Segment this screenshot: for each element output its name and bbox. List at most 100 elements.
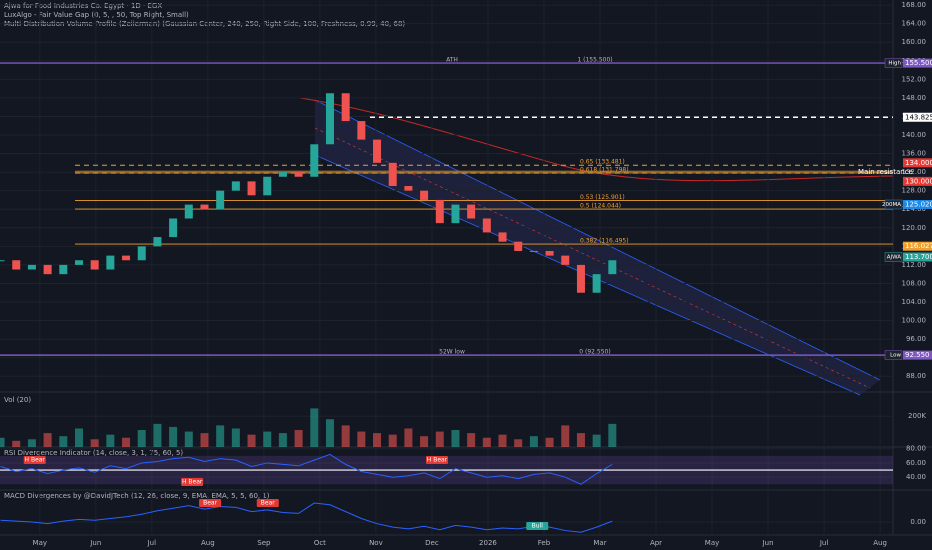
- volume-bar: [608, 423, 617, 447]
- level-label: 0.53 (125.901): [580, 194, 625, 201]
- candle: [545, 250, 554, 256]
- y-tick-label: 120.00: [902, 224, 927, 232]
- candle: [12, 260, 21, 270]
- y-tick-label: 100.00: [902, 317, 927, 325]
- candle: [169, 218, 178, 238]
- candle: [388, 162, 397, 187]
- level-label: ATH: [446, 57, 458, 64]
- volume-bar: [59, 436, 68, 447]
- regression-channel: [315, 100, 880, 395]
- candle: [576, 264, 585, 293]
- tag-side-label: High: [888, 61, 901, 67]
- x-tick-label: Oct: [314, 539, 326, 547]
- candle: [27, 264, 36, 270]
- y-tick-label: 132.00: [902, 168, 927, 176]
- candle: [482, 218, 491, 233]
- candle: [451, 204, 460, 224]
- y-tick-label: 88.00: [906, 372, 926, 380]
- candle: [231, 181, 240, 191]
- x-tick-label: Nov: [369, 539, 383, 547]
- y-tick-label: 96.00: [906, 335, 926, 343]
- signal-label: H Bear: [427, 457, 448, 464]
- x-tick-label: May: [33, 539, 47, 547]
- x-tick-label: Apr: [650, 539, 662, 547]
- volume-bar: [529, 436, 538, 447]
- price-tag-label: 134.000: [905, 159, 932, 167]
- y-tick-label: 140.00: [902, 131, 927, 139]
- y-tick-label: 128.00: [902, 187, 927, 195]
- price-tag-label: 116.027: [905, 242, 932, 250]
- x-tick-label: Aug: [873, 539, 887, 547]
- x-tick-label: 2026: [479, 539, 497, 547]
- tag-side-box: [884, 350, 903, 360]
- signal-box: [425, 456, 448, 464]
- price-tag-label: 125.020: [905, 200, 932, 208]
- volume-bar: [263, 431, 272, 447]
- candle: [310, 144, 319, 177]
- note-label: Main resistance: [858, 168, 913, 176]
- candle: [420, 190, 429, 200]
- y-tick-label: 60.00: [906, 459, 926, 467]
- x-tick-label: Mar: [593, 539, 606, 547]
- volume-bar: [373, 433, 382, 447]
- indicator-label: LuxAlgo - Fair Value Gap (0, 5, , 50, To…: [4, 11, 189, 19]
- resistance-band: [75, 170, 893, 174]
- x-tick-label: Aug: [201, 539, 215, 547]
- y-tick-label: 104.00: [902, 298, 927, 306]
- volume-bar: [90, 439, 99, 447]
- price-tag-label: 130.000: [905, 177, 932, 185]
- candle: [498, 232, 507, 242]
- pane-title: MACD Divergences by @DavidJTech (12, 26,…: [4, 492, 270, 500]
- volume-bar: [388, 434, 397, 447]
- candle: [561, 255, 570, 265]
- volume-bar: [576, 433, 585, 447]
- price-tag: [903, 58, 932, 68]
- candle: [608, 260, 617, 275]
- volume-bar: [247, 434, 256, 447]
- level-label: 0.618 (131.798): [580, 167, 629, 174]
- candle: [106, 255, 115, 270]
- tag-side-box: [884, 58, 903, 68]
- x-tick-label: Sep: [257, 539, 271, 547]
- x-tick-label: Jun: [89, 539, 101, 547]
- level-label: 0 (92.550): [579, 349, 610, 356]
- volume-bar: [184, 431, 193, 447]
- price-tag: [903, 158, 932, 168]
- candle: [0, 260, 5, 262]
- volume-bar: [435, 431, 444, 447]
- volume-bar: [341, 425, 350, 447]
- candle: [43, 264, 52, 275]
- volume-bar: [200, 433, 209, 447]
- candle: [357, 121, 366, 140]
- signal-box: [181, 478, 204, 486]
- y-tick-label: 108.00: [902, 279, 927, 287]
- candle: [90, 260, 99, 270]
- tag-side-box: [884, 252, 903, 262]
- volume-bar: [0, 437, 5, 447]
- y-tick-label: 112.00: [902, 261, 927, 269]
- tag-side-box: [884, 199, 903, 210]
- volume-bar: [451, 430, 460, 447]
- candle: [59, 264, 68, 275]
- x-tick-label: Feb: [538, 539, 551, 547]
- candle: [74, 260, 83, 265]
- channel-upper: [314, 99, 881, 381]
- y-tick-label: 0.00: [910, 518, 926, 526]
- price-tag: [903, 199, 932, 209]
- price-tag-label: 113.700: [905, 253, 932, 261]
- tag-side-label: Low: [890, 353, 901, 359]
- signal-label: H Bear: [25, 457, 46, 464]
- price-tag-label: 155.500: [905, 59, 932, 67]
- candle: [137, 246, 146, 261]
- y-tick-label: 136.00: [902, 150, 927, 158]
- candle: [200, 204, 209, 210]
- y-tick-label: 160.00: [902, 38, 927, 46]
- candle: [294, 172, 303, 177]
- x-tick-label: Dec: [425, 539, 439, 547]
- tag-side-label: 200MA: [882, 202, 901, 208]
- tag-side-label: AJWA: [887, 255, 902, 261]
- price-tag-label: 143.825: [905, 113, 932, 121]
